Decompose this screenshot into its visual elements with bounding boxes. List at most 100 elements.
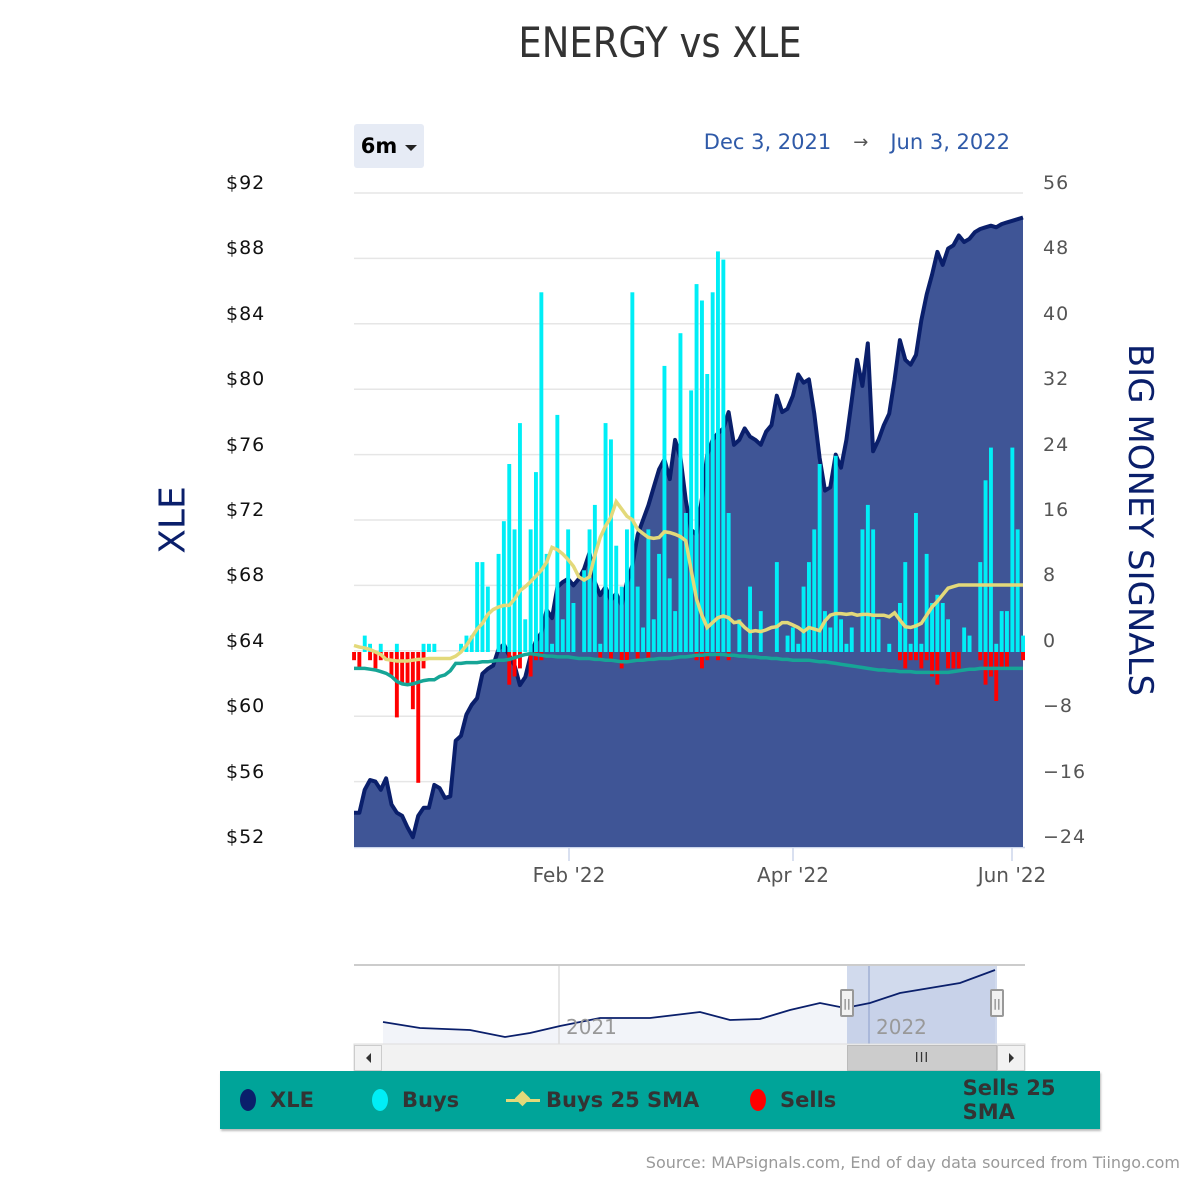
sell-bar (368, 652, 372, 661)
sell-bar (410, 652, 415, 710)
arrow-right-icon: → (853, 131, 869, 153)
sell-bar (625, 652, 629, 661)
sell-bar (635, 652, 640, 661)
sell-bar (989, 652, 993, 677)
buy-bar (908, 643, 913, 652)
legend-item-xle[interactable]: XLE (240, 1088, 314, 1112)
buy-bar (598, 643, 603, 652)
sell-bar (999, 652, 1004, 669)
scroll-left-button[interactable] (354, 1045, 382, 1071)
buy-bar (817, 464, 822, 652)
legend-item-sells-sma[interactable]: Sells 25 SMA (926, 1076, 1100, 1124)
buy-bar (539, 292, 544, 652)
navigator-left-handle[interactable]: || (840, 989, 854, 1017)
buy-bar (994, 643, 999, 652)
sell-bar (646, 652, 651, 661)
buy-bar (833, 455, 838, 652)
sell-bar (598, 652, 603, 661)
buy-bar (705, 374, 710, 652)
left-axis-tick: $84 (226, 302, 266, 325)
buy-bar (651, 619, 656, 652)
buy-bar (592, 504, 597, 652)
buy-bar (689, 390, 694, 652)
right-axis-tick: 24 (1043, 433, 1070, 456)
buy-bar (657, 553, 661, 652)
buy-bar (849, 627, 854, 652)
sell-bar (908, 652, 913, 661)
buy-bar (496, 553, 501, 652)
buy-bar (378, 643, 383, 652)
buy-bar (555, 414, 560, 652)
buy-bar (475, 562, 480, 652)
scrollbar-thumb[interactable]: III (847, 1045, 997, 1071)
sell-bar (935, 652, 940, 685)
left-axis-tick: $88 (226, 237, 266, 260)
chevron-down-icon (405, 144, 418, 151)
buy-bar (480, 562, 485, 652)
buy-bar (1010, 447, 1015, 652)
buy-bar (844, 643, 849, 652)
right-axis-tick: 48 (1043, 237, 1070, 260)
buy-bar (903, 562, 908, 652)
buy-bar (646, 529, 651, 652)
x-axis-tick: Feb '22 (532, 863, 606, 887)
left-axis-tick: $56 (226, 760, 266, 783)
right-axis-tick: 40 (1043, 302, 1070, 325)
sell-bar (400, 652, 405, 685)
legend-dot-icon (750, 1089, 766, 1111)
sell-bar (405, 652, 410, 685)
buy-bar (823, 611, 827, 652)
navigator-right-handle[interactable]: || (990, 989, 1004, 1017)
sell-bar (956, 652, 961, 669)
buy-bar (801, 586, 806, 652)
legend-dot-icon (240, 1089, 256, 1111)
sell-bar (994, 652, 999, 701)
buy-bar (625, 529, 629, 652)
range-selector-button[interactable]: 6m (354, 124, 424, 168)
buy-bar (807, 562, 811, 652)
legend-item-buys-sma[interactable]: Buys 25 SMA (506, 1088, 699, 1112)
sell-bar (609, 652, 613, 661)
buy-bar (667, 578, 672, 652)
buy-bar (748, 586, 752, 652)
sell-bar (512, 652, 517, 677)
buy-bar (421, 643, 426, 652)
legend-line-icon (926, 1098, 957, 1102)
left-axis-tick: $92 (226, 172, 266, 194)
buy-bar (967, 635, 972, 652)
range-selector-label: 6m (360, 134, 398, 158)
sell-bar (518, 652, 522, 669)
buy-bar (940, 603, 945, 652)
buy-bar (501, 521, 506, 652)
right-axis-tick: 8 (1043, 564, 1057, 587)
buy-bar (609, 439, 613, 652)
buy-bar (571, 603, 576, 652)
buy-bar (812, 529, 817, 652)
sell-bar (384, 652, 389, 661)
right-axis-tick: 16 (1043, 499, 1070, 521)
buy-bar (716, 251, 720, 652)
legend-item-buys[interactable]: Buys (372, 1088, 459, 1112)
buy-bar (876, 619, 881, 652)
buy-bar (930, 603, 934, 652)
date-from[interactable]: Dec 3, 2021 (703, 130, 832, 154)
buy-bar (662, 365, 667, 652)
buy-bar (694, 284, 699, 652)
buy-bar (1015, 529, 1020, 652)
sell-bar (416, 652, 421, 783)
sell-bar (394, 652, 399, 718)
buy-bar (518, 423, 522, 652)
buys-sma-line (353, 497, 1023, 663)
scroll-right-button[interactable] (997, 1045, 1025, 1071)
sell-bar (1005, 652, 1009, 669)
legend-item-sells[interactable]: Sells (750, 1088, 836, 1112)
date-to[interactable]: Jun 3, 2022 (890, 130, 1010, 154)
buy-bar (914, 513, 918, 652)
buy-bar (550, 643, 554, 652)
buy-bar (512, 529, 517, 652)
sell-bar (903, 652, 908, 669)
sell-bar (898, 652, 902, 661)
left-axis-tick: $72 (226, 499, 266, 521)
source-footer: Source: MAPsignals.com, End of day data … (645, 1153, 1180, 1172)
